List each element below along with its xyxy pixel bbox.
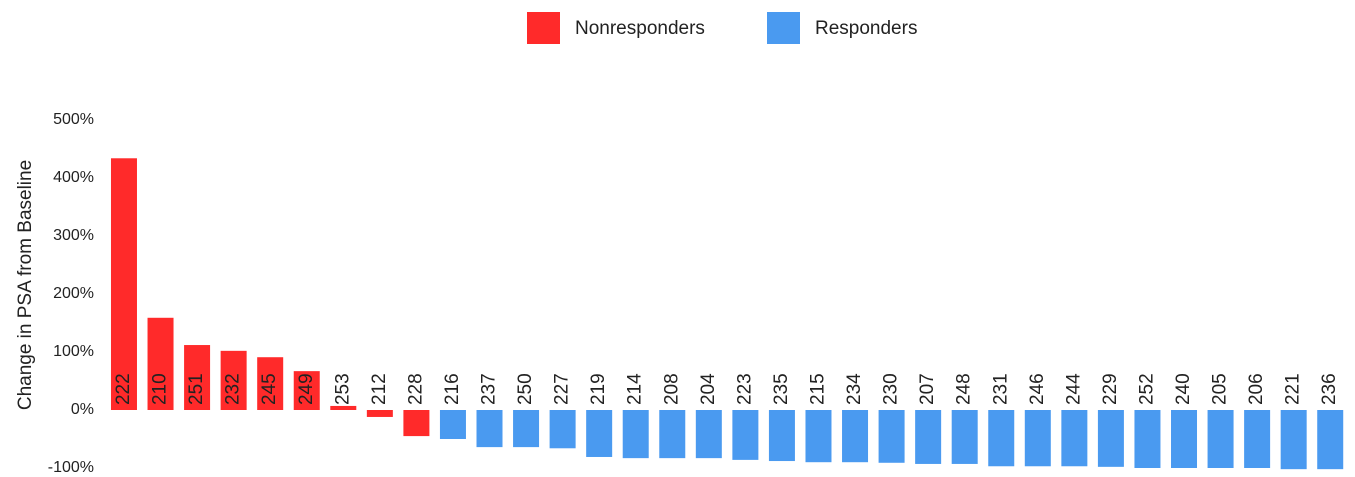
bar xyxy=(330,405,357,410)
category-label: 237 xyxy=(479,373,500,405)
category-label: 244 xyxy=(1063,373,1084,405)
category-label: 207 xyxy=(917,373,938,405)
category-label: 230 xyxy=(881,373,902,405)
bar xyxy=(659,410,686,459)
y-tick-label: 100% xyxy=(53,343,94,360)
category-label: 245 xyxy=(259,373,280,405)
bar xyxy=(586,410,613,457)
category-label: 248 xyxy=(954,373,975,405)
bar xyxy=(220,350,247,410)
bar xyxy=(732,410,759,460)
bar xyxy=(549,410,576,449)
bar xyxy=(366,410,393,417)
category-label: 204 xyxy=(698,373,719,405)
category-label: 214 xyxy=(625,373,646,405)
category-label: 240 xyxy=(1173,373,1194,405)
category-label: 235 xyxy=(771,373,792,405)
bar xyxy=(1134,410,1161,468)
category-label: 231 xyxy=(990,373,1011,405)
legend-label: Responders xyxy=(815,18,917,39)
category-label: 236 xyxy=(1319,373,1340,405)
category-label: 251 xyxy=(186,373,207,405)
category-label: 232 xyxy=(223,373,244,405)
category-label: 208 xyxy=(661,373,682,405)
bar xyxy=(147,317,174,410)
category-label: 253 xyxy=(332,373,353,405)
bar xyxy=(695,410,722,459)
category-label: 250 xyxy=(515,373,536,405)
y-tick-label: 500% xyxy=(53,111,94,128)
category-label: 249 xyxy=(296,373,317,405)
bar xyxy=(1171,410,1198,468)
bar xyxy=(951,410,978,464)
category-label: 219 xyxy=(588,373,609,405)
bar xyxy=(110,158,137,410)
bar xyxy=(988,410,1015,467)
bar xyxy=(842,410,869,463)
category-label: 234 xyxy=(844,373,865,405)
category-label: 210 xyxy=(150,373,171,405)
category-label: 212 xyxy=(369,373,390,405)
legend-swatch xyxy=(767,12,800,44)
category-label: 205 xyxy=(1210,373,1231,405)
category-label: 227 xyxy=(552,373,573,405)
bar xyxy=(622,410,649,459)
y-axis-title: Change in PSA from Baseline xyxy=(15,160,36,410)
category-label: 215 xyxy=(807,373,828,405)
bar xyxy=(805,410,832,463)
bar xyxy=(1244,410,1271,468)
legend-label: Nonresponders xyxy=(575,18,705,39)
category-label: 246 xyxy=(1027,373,1048,405)
y-tick-label: 400% xyxy=(53,169,94,186)
y-tick-label: 0% xyxy=(71,401,94,418)
category-label: 252 xyxy=(1136,373,1157,405)
category-label: 228 xyxy=(405,373,426,405)
category-label: 229 xyxy=(1100,373,1121,405)
category-label: 222 xyxy=(113,373,134,405)
y-tick-label: 300% xyxy=(53,227,94,244)
y-tick-label: 200% xyxy=(53,285,94,302)
category-label: 206 xyxy=(1246,373,1267,405)
bar xyxy=(1207,410,1234,468)
bar xyxy=(915,410,942,464)
bar xyxy=(768,410,795,462)
bar xyxy=(1024,410,1051,467)
category-label: 216 xyxy=(442,373,463,405)
bar xyxy=(293,371,320,410)
bar xyxy=(1097,410,1124,467)
bar xyxy=(878,410,905,463)
bar xyxy=(1061,410,1088,467)
bar xyxy=(1317,410,1344,470)
bar xyxy=(257,357,284,410)
category-label: 221 xyxy=(1283,373,1304,405)
bar xyxy=(403,410,430,437)
bar xyxy=(513,410,540,448)
category-label: 223 xyxy=(734,373,755,405)
bar xyxy=(476,410,503,448)
legend-swatch xyxy=(527,12,560,44)
bar xyxy=(184,345,211,410)
y-tick-label: -100% xyxy=(48,459,94,476)
bar xyxy=(1280,410,1307,470)
bar xyxy=(439,410,466,439)
